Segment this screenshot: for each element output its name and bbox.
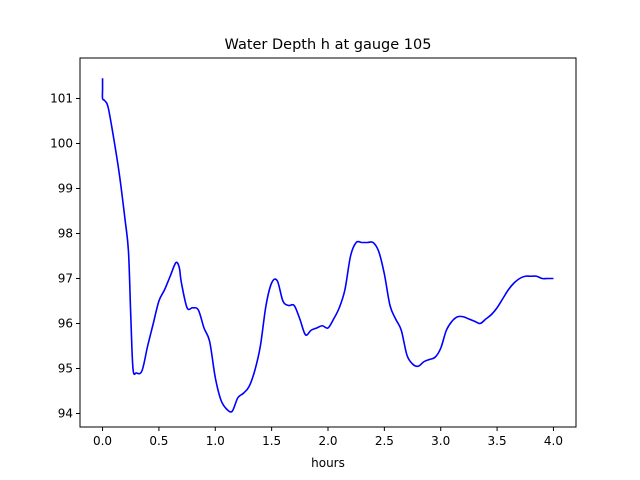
x-tick-label: 2.5 [375,434,394,448]
series-layer [101,78,554,413]
series-line [101,78,554,413]
x-axis-title: hours [311,456,345,470]
x-tick-label: 1.0 [206,434,225,448]
y-tick-label: 97 [58,272,73,286]
x-tick-label: 4.0 [544,434,563,448]
x-tick-label: 0.0 [93,434,112,448]
y-tick-label: 99 [58,182,73,196]
chart-title: Water Depth h at gauge 105 [225,37,432,53]
y-tick-label: 95 [58,362,73,376]
x-tick-label: 1.5 [262,434,281,448]
y-tick-label: 98 [58,227,73,241]
x-tick-label: 0.5 [149,434,168,448]
x-axis-ticks: 0.0 0.5 1.0 1.5 2.0 2.5 3.0 3.5 4.0 [93,427,563,448]
y-tick-label: 100 [50,137,73,151]
y-axis-ticks: 94 95 96 97 98 99 100 101 [50,92,80,421]
plot-area [80,58,576,427]
x-tick-label: 3.0 [431,434,450,448]
y-tick-label: 94 [58,407,73,421]
y-tick-label: 96 [58,317,73,331]
plot-frame [79,57,577,428]
x-tick-label: 3.5 [488,434,507,448]
x-tick-label: 2.0 [318,434,337,448]
y-tick-label: 101 [50,92,73,106]
